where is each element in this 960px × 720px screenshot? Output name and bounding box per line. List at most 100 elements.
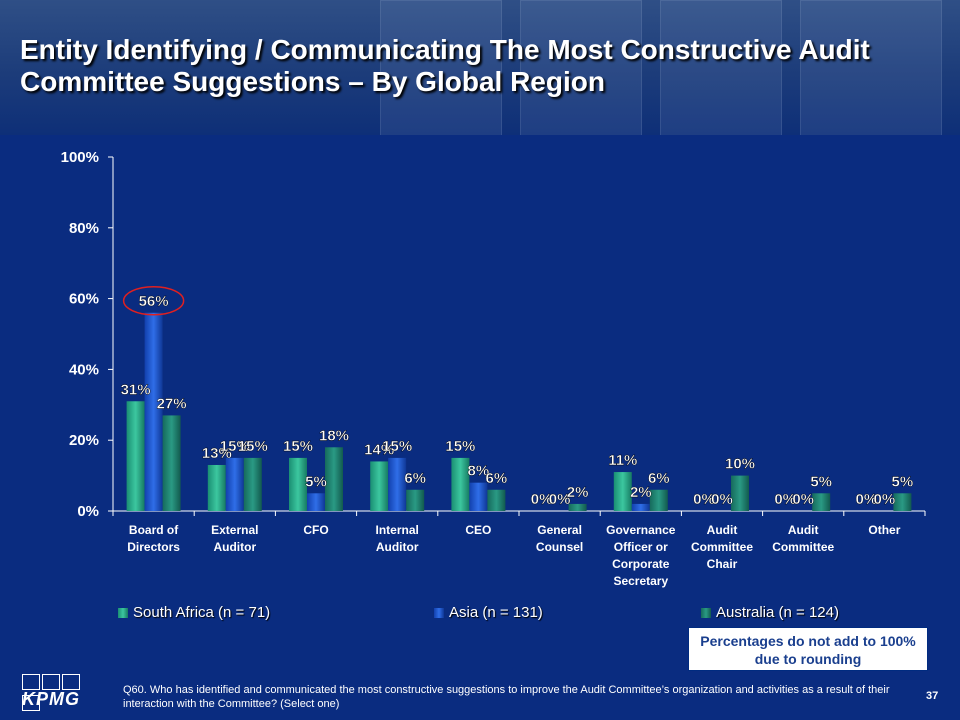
data-label: 5% — [892, 473, 914, 490]
data-label: 10% — [725, 456, 755, 473]
data-label: 6% — [648, 470, 670, 487]
bar-1-1 — [225, 457, 244, 511]
slide-title: Entity Identifying / Communicating The M… — [20, 34, 870, 97]
survey-question-footnote: Q60. Who has identified and communicated… — [123, 684, 890, 710]
category-label: Chair — [707, 557, 738, 571]
background-window-pane — [520, 0, 642, 135]
logo-wordmark: KPMG — [22, 689, 80, 709]
category-label: Internal — [376, 523, 419, 537]
y-tick-label: 0% — [77, 503, 99, 520]
page-number: 37 — [926, 690, 939, 702]
category-label: Audit — [788, 523, 819, 537]
category-label: Audit — [707, 523, 738, 537]
data-label: 5% — [305, 473, 327, 490]
category-label: Committee — [772, 540, 834, 554]
data-label: 11% — [608, 452, 637, 469]
bar-2-9 — [893, 493, 912, 511]
y-tick-label: 40% — [69, 361, 99, 378]
data-label: 31% — [121, 381, 151, 398]
bar-2-4 — [487, 489, 506, 511]
data-label: 56% — [139, 293, 169, 310]
bar-0-2 — [289, 457, 307, 511]
category-label: Other — [868, 523, 900, 537]
data-label: 14% — [364, 441, 394, 458]
category-label: Directors — [127, 540, 180, 554]
header-banner: Entity Identifying / Communicating The M… — [0, 0, 960, 135]
legend-label: Asia (n = 131) — [449, 604, 543, 621]
data-label: 0% — [874, 491, 896, 508]
data-label: 15% — [238, 438, 268, 455]
bar-2-2 — [325, 447, 343, 511]
y-tick-label: 80% — [69, 220, 99, 237]
data-label: 13% — [202, 445, 232, 462]
background-window-pane — [800, 0, 942, 135]
bar-2-3 — [406, 489, 425, 511]
bar-0-6 — [613, 472, 632, 511]
data-label: 0% — [856, 491, 878, 508]
bar-2-6 — [649, 489, 668, 511]
bar-0-1 — [207, 464, 226, 511]
data-label: 18% — [319, 427, 349, 444]
category-label: Corporate — [612, 557, 670, 571]
legend-item-asia: Asia (n = 131) — [434, 604, 543, 621]
y-tick-label: 100% — [61, 149, 99, 166]
data-label: 0% — [792, 491, 814, 508]
data-label: 6% — [486, 470, 508, 487]
data-label: 2% — [567, 484, 589, 501]
bar-2-0 — [162, 415, 181, 511]
data-label: 6% — [404, 470, 426, 487]
bar-1-4 — [469, 482, 488, 511]
bar-2-7 — [731, 475, 749, 511]
category-label: Counsel — [536, 540, 583, 554]
legend-item-south-africa: South Africa (n = 71) — [118, 604, 270, 621]
bar-2-5 — [568, 503, 587, 511]
background-window-pane — [660, 0, 782, 135]
bar-0-4 — [451, 457, 470, 511]
bar-1-6 — [631, 503, 650, 511]
legend-swatch — [701, 608, 711, 619]
data-label: 8% — [468, 463, 490, 480]
bar-0-3 — [370, 461, 389, 511]
bar-chart: 0%20%40%60%80%100% 31%56%27%13%15%15% 15%… — [61, 149, 926, 588]
bar-2-1 — [243, 457, 262, 511]
data-label: 0% — [531, 491, 553, 508]
category-label: General — [537, 523, 582, 537]
bar-1-3 — [388, 457, 407, 511]
legend-label: South Africa (n = 71) — [133, 604, 271, 621]
data-label: 5% — [810, 473, 832, 490]
category-label: Committee — [691, 540, 753, 554]
category-label: Governance — [606, 523, 676, 537]
category-label: Auditor — [376, 540, 419, 554]
legend-label: Australia (n = 124) — [716, 604, 839, 621]
category-label: CEO — [465, 523, 491, 537]
data-label: 0% — [693, 491, 715, 508]
data-label: 0% — [774, 491, 796, 508]
data-label: 15% — [382, 438, 412, 455]
data-label: 15% — [220, 438, 250, 455]
category-label: Officer or — [614, 540, 668, 554]
legend-swatch — [434, 608, 444, 619]
data-label: 15% — [283, 438, 313, 455]
data-label: 0% — [549, 491, 571, 508]
category-label: External — [211, 523, 258, 537]
y-tick-label: 60% — [69, 291, 99, 308]
bar-2-8 — [812, 493, 831, 511]
data-label: 0% — [711, 491, 733, 508]
category-label: Board of — [129, 523, 179, 537]
category-label: CFO — [303, 523, 328, 537]
category-label: Auditor — [213, 540, 256, 554]
data-label: 15% — [445, 438, 475, 455]
bar-1-2 — [307, 493, 325, 511]
kpmg-logo: KPMG — [12, 672, 98, 712]
data-label: 2% — [630, 484, 652, 501]
highlight-circle — [122, 286, 185, 316]
rounding-note: Percentages do not add to 100% due to ro… — [688, 627, 928, 671]
background-window-pane — [380, 0, 502, 135]
bar-0-0 — [126, 401, 145, 511]
bar-1-0 — [144, 312, 163, 511]
y-tick-label: 20% — [69, 432, 99, 449]
category-label: Secretary — [613, 574, 668, 588]
legend-swatch — [118, 608, 128, 619]
legend-item-australia: Australia (n = 124) — [701, 604, 839, 621]
logo-boxes — [22, 674, 98, 716]
